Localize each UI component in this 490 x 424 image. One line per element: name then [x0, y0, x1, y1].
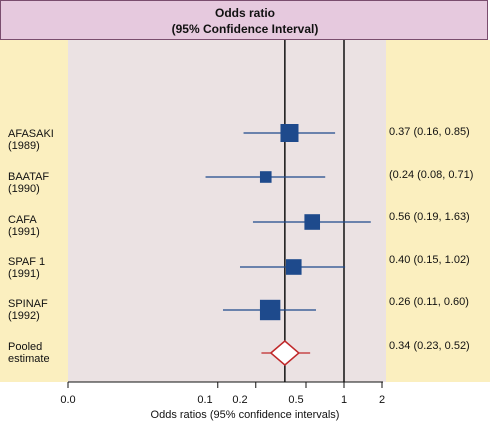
study-point-estimate	[285, 259, 302, 275]
x-tick-label: 1	[340, 394, 348, 406]
x-tick-label: 0.1	[197, 394, 213, 406]
study-year: (1991)	[8, 226, 40, 238]
study-label-spinaf: SPINAF (1992)	[8, 298, 48, 322]
study-label-afasaki: AFASAKI (1989)	[8, 128, 54, 152]
chart-subtitle: (95% Confidence Interval)	[171, 22, 319, 36]
study-year: (1989)	[8, 140, 40, 152]
x-tick-label: 2	[378, 394, 386, 406]
chart-header: Odds ratio (95% Confidence Interval)	[0, 0, 488, 40]
study-point-estimate	[259, 299, 281, 321]
pooled-estimate-diamond	[269, 340, 301, 366]
plot-area-background	[68, 40, 386, 382]
study-name: AFASAKI	[8, 128, 54, 140]
study-year: (1990)	[8, 183, 40, 195]
study-name: SPINAF	[8, 298, 48, 310]
study-year: (1992)	[8, 310, 40, 322]
study-name: CAFA	[8, 214, 37, 226]
study-label-cafa: CAFA (1991)	[8, 214, 40, 238]
study-value-spinaf: 0.26 (0.11, 0.60)	[389, 296, 469, 308]
study-value-afasaki: 0.37 (0.16, 0.85)	[389, 126, 470, 138]
study-value-spaf1: 0.40 (0.15, 1.02)	[389, 254, 470, 266]
study-name: SPAF 1	[8, 256, 46, 268]
study-value-cafa: 0.56 (0.19, 1.63)	[389, 211, 470, 223]
pooled-label: Pooled estimate	[8, 341, 50, 365]
pooled-subname: estimate	[8, 353, 50, 365]
x-axis-title: Odds ratios (95% confidence intervals)	[150, 409, 340, 421]
pooled-name: Pooled	[8, 341, 43, 353]
study-value-baataf: (0.24 (0.08, 0.71)	[389, 169, 474, 181]
study-point-estimate	[280, 124, 299, 142]
pooled-value: 0.34 (0.23, 0.52)	[389, 340, 470, 352]
x-tick-label: 0.0	[60, 394, 76, 406]
x-tick-label: 0.5	[288, 394, 304, 406]
study-label-spaf1: SPAF 1 (1991)	[8, 256, 45, 280]
study-name: BAATAF	[8, 171, 50, 183]
study-point-estimate	[304, 214, 321, 230]
study-label-baataf: BAATAF (1990)	[8, 171, 49, 195]
study-year: (1991)	[8, 268, 40, 280]
chart-title: Odds ratio	[214, 6, 275, 20]
x-tick-label: 0.2	[232, 394, 248, 406]
study-point-estimate	[259, 171, 272, 183]
